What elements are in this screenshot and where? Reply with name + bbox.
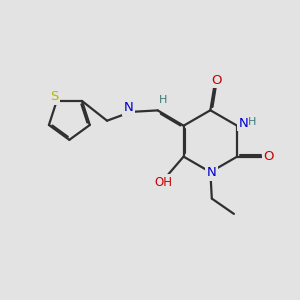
Text: O: O: [263, 150, 274, 163]
Text: H: H: [159, 95, 167, 105]
Text: OH: OH: [154, 176, 172, 189]
Text: N: N: [124, 101, 134, 114]
Text: O: O: [211, 74, 221, 87]
Text: N: N: [239, 117, 248, 130]
Text: H: H: [248, 117, 256, 127]
Text: N: N: [207, 166, 217, 179]
Text: S: S: [50, 90, 58, 103]
